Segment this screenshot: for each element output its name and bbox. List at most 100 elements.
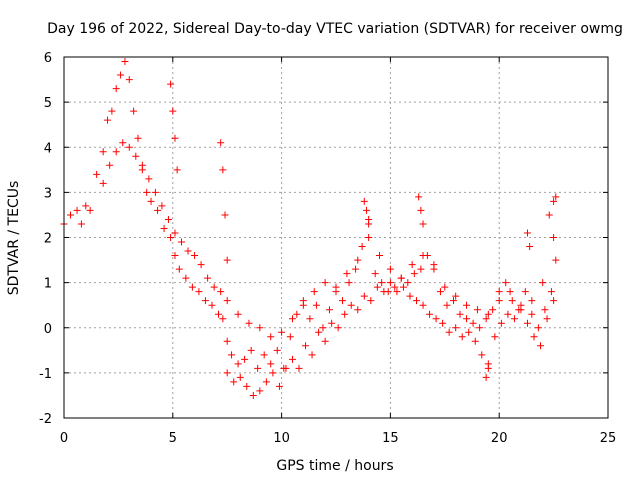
data-point	[158, 202, 166, 210]
data-point	[419, 220, 427, 228]
data-point	[534, 324, 542, 332]
data-point	[130, 107, 138, 115]
data-point	[399, 283, 407, 291]
x-tick-label: 20	[491, 431, 508, 446]
data-point	[504, 310, 512, 318]
data-point	[306, 315, 314, 323]
data-point	[73, 206, 81, 214]
data-point	[345, 279, 353, 287]
data-point	[430, 265, 438, 273]
data-point	[273, 346, 281, 354]
data-point	[489, 306, 497, 314]
data-point	[219, 166, 227, 174]
y-axis-label: SDTVAR / TECUs	[6, 181, 22, 296]
data-point	[354, 306, 362, 314]
data-point	[332, 283, 340, 291]
data-point	[360, 292, 368, 300]
data-point	[362, 206, 370, 214]
data-point	[134, 134, 142, 142]
data-point	[223, 337, 231, 345]
data-point	[365, 215, 373, 223]
data-point	[171, 229, 179, 237]
data-point	[352, 265, 360, 273]
data-point	[315, 328, 323, 336]
data-point	[236, 373, 244, 381]
data-point	[99, 148, 107, 156]
data-point	[221, 211, 229, 219]
data-point	[552, 256, 560, 264]
data-point	[171, 252, 179, 260]
data-point	[358, 243, 366, 251]
data-point	[99, 179, 107, 187]
data-point	[154, 206, 162, 214]
data-point	[417, 265, 425, 273]
data-point	[378, 279, 386, 287]
data-point	[147, 197, 155, 205]
data-point	[371, 270, 379, 278]
data-point	[539, 279, 547, 287]
data-point	[354, 256, 362, 264]
data-point	[223, 369, 231, 377]
data-point	[484, 360, 492, 368]
data-point	[106, 161, 114, 169]
data-point	[188, 283, 196, 291]
data-point	[112, 85, 120, 93]
data-point	[341, 310, 349, 318]
data-point	[450, 297, 458, 305]
data-point	[528, 297, 536, 305]
data-point	[195, 288, 203, 296]
data-point	[432, 315, 440, 323]
data-point	[543, 315, 551, 323]
data-point	[254, 364, 262, 372]
x-tick-label: 0	[60, 431, 68, 446]
data-point	[521, 288, 529, 296]
data-point	[260, 351, 268, 359]
data-point	[463, 315, 471, 323]
data-point	[217, 288, 225, 296]
data-point	[452, 324, 460, 332]
data-point	[473, 306, 481, 314]
x-tick-label: 25	[600, 431, 617, 446]
y-tick-label: 6	[44, 51, 52, 66]
data-point	[386, 279, 394, 287]
data-point	[404, 279, 412, 287]
data-point	[458, 333, 466, 341]
data-point	[204, 274, 212, 282]
data-point	[426, 310, 434, 318]
data-point	[373, 283, 381, 291]
data-point	[138, 166, 146, 174]
data-point	[510, 315, 518, 323]
x-axis-label: GPS time / hours	[276, 458, 393, 474]
data-point	[214, 310, 222, 318]
data-point	[93, 170, 101, 178]
data-point	[415, 193, 423, 201]
data-point	[471, 337, 479, 345]
y-tick-label: 3	[44, 186, 52, 201]
data-point	[550, 234, 558, 241]
y-tick-label: -2	[39, 412, 52, 427]
data-point	[545, 211, 553, 219]
data-point	[108, 107, 116, 115]
data-point	[230, 378, 238, 386]
data-point	[262, 378, 270, 386]
x-tick-label: 5	[169, 431, 177, 446]
data-point	[104, 116, 112, 124]
data-point	[310, 288, 318, 296]
data-point	[197, 261, 205, 269]
data-point	[380, 288, 388, 296]
data-point	[419, 301, 427, 309]
data-point	[502, 279, 510, 287]
data-point	[443, 301, 451, 309]
data-points	[60, 58, 560, 399]
y-tick-labels: -2 -1 0 1 2 3 4 5 6	[39, 51, 52, 427]
data-point	[256, 387, 264, 395]
data-point	[339, 297, 347, 305]
data-point	[319, 324, 327, 332]
data-point	[201, 297, 209, 305]
y-tick-label: 4	[44, 141, 52, 156]
data-point	[482, 373, 490, 381]
data-point	[413, 297, 421, 305]
data-point	[151, 188, 159, 196]
